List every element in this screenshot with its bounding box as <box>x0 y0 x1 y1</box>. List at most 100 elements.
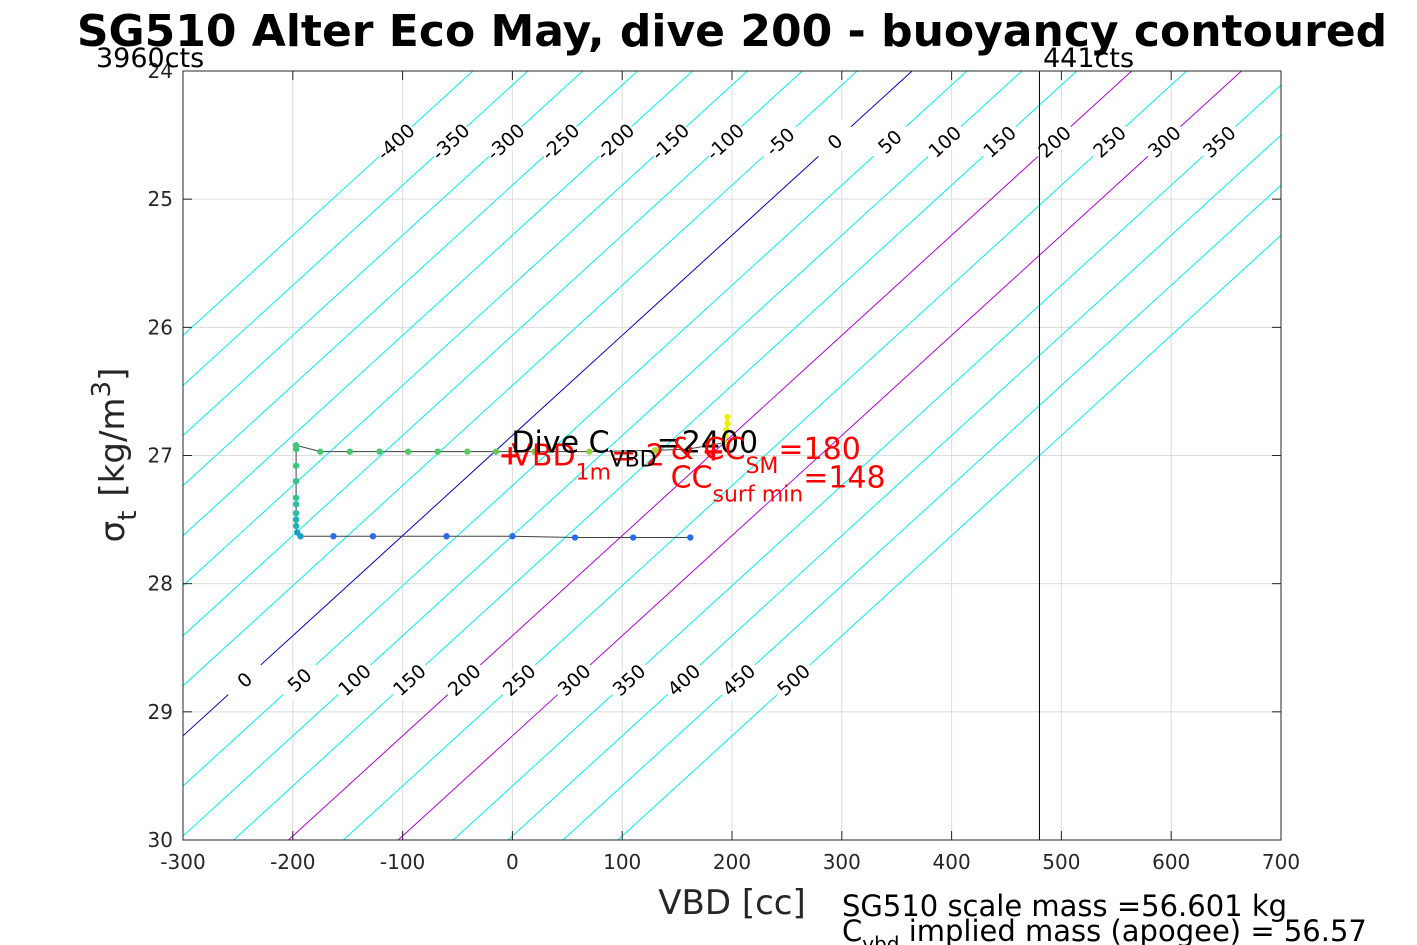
contour-line <box>507 134 1281 840</box>
footer-scale-mass: SG510 scale mass =56.601 kg <box>842 889 1287 923</box>
plus-marker: + <box>498 439 521 472</box>
contour-line <box>183 71 804 637</box>
contour-line <box>562 184 1281 840</box>
contour-line <box>232 71 1078 840</box>
dive-point <box>724 413 731 421</box>
x-tick-label: 400 <box>933 850 971 874</box>
dive-point <box>464 448 471 455</box>
dive-point <box>722 433 729 440</box>
contour-label-bg <box>1085 118 1133 165</box>
dive-point <box>369 533 377 540</box>
y-label-sub: t <box>113 511 143 521</box>
contour-label: 0 <box>811 118 859 165</box>
x-tick-label: 200 <box>713 850 751 874</box>
contour-line <box>183 71 858 687</box>
x-tick-label: 500 <box>1042 850 1080 874</box>
dive-c-vbd-annotation-sub: VBD <box>610 448 657 473</box>
contour-label: 0 <box>220 656 269 703</box>
contour-label-bg <box>481 118 530 165</box>
top-left-count-label: 3960cts <box>96 43 204 74</box>
y-tick-label: 25 <box>148 187 173 211</box>
y-label-units: [kg/m <box>93 397 133 496</box>
cc-sm-annotation-prefix: & CC <box>671 432 746 467</box>
footer-implied-mass: Cvbd implied mass (apogee) = 56.57 <box>842 914 1367 945</box>
contour-label-bg <box>866 118 914 165</box>
vbd-1m-annotation-value: = 2 <box>611 439 665 474</box>
dive-point <box>292 516 300 523</box>
y-label-sup: 3 <box>87 381 117 398</box>
footer-implied-prefix: C <box>842 914 862 945</box>
dive-point <box>292 501 300 508</box>
limit-count-label: 441cts <box>1043 43 1134 74</box>
contour-label-bg <box>701 118 749 165</box>
contour-label-bg <box>1195 118 1243 165</box>
svg-text:σt[kg/m3]: σt [kg/m3] <box>87 368 143 543</box>
contour-label-bg <box>385 656 433 703</box>
contour-label-bg <box>660 656 708 703</box>
contour-line <box>287 71 1133 840</box>
cc-surf-min-annotation: CCsurf min=148 <box>671 460 886 507</box>
dive-points <box>292 413 731 541</box>
dive-point <box>571 534 579 541</box>
y-axis-label: σt [kg/m3] <box>87 368 143 543</box>
y-tick-label: 24 <box>148 59 173 83</box>
contour-label-bg <box>550 656 598 703</box>
dive-c-vbd-annotation: Dive CVBD=2400 <box>511 426 758 473</box>
dive-point <box>292 462 300 469</box>
contour-label-bg <box>1030 118 1079 165</box>
x-tick-label: 0 <box>506 850 519 874</box>
dive-point <box>293 529 301 536</box>
contour-line <box>452 84 1281 840</box>
x-tick-label: 100 <box>603 850 641 874</box>
dive-point <box>586 448 593 455</box>
contour-label-bg <box>275 656 324 703</box>
dive-c-vbd-annotation-prefix: Dive C <box>511 426 609 461</box>
dive-point <box>651 447 659 454</box>
cc-sm-annotation-value: =180 <box>778 432 860 467</box>
y-tick-label: 27 <box>148 444 173 468</box>
y-tick-label: 30 <box>148 828 173 852</box>
contour-line <box>183 71 913 737</box>
contour-label-bg <box>714 656 763 703</box>
contour-label-bg <box>371 118 420 165</box>
cc-sm-annotation-sub: SM <box>745 454 778 479</box>
dive-point <box>330 533 337 540</box>
dive-point <box>531 448 538 455</box>
contour-label: 100 <box>330 656 378 703</box>
contour-line <box>183 71 529 387</box>
contour-label-bg <box>975 118 1024 165</box>
contour-line <box>397 71 1243 840</box>
footer-implied-sub: vbd <box>862 932 899 945</box>
contour-label-bg <box>756 118 804 165</box>
contour-line <box>183 71 474 337</box>
dive-point <box>292 494 300 501</box>
cc-sm-annotation: & CCSM=180 <box>671 432 861 479</box>
x-tick-label: -100 <box>380 850 425 874</box>
chart-title: SG510 Alter Eco May, dive 200 - buoyancy… <box>77 6 1387 57</box>
dive-point <box>404 448 412 455</box>
footer-implied-text: implied mass (apogee) = 56.57 <box>899 914 1366 945</box>
contour-label-bg <box>920 118 969 165</box>
dive-point <box>723 426 730 434</box>
contour-line <box>183 71 749 587</box>
dive-point <box>443 533 450 540</box>
y-tick-label: 28 <box>148 572 173 596</box>
y-tick-label: 26 <box>148 315 173 339</box>
cc-surf-min-annotation-value: =148 <box>803 460 885 495</box>
axis-ticks: -300 -200 -100 0 100 200 300 400 500 600 700242526… <box>148 59 1301 874</box>
contour-line <box>183 71 639 487</box>
x-tick-label: 600 <box>1152 850 1190 874</box>
dive-point <box>292 442 300 449</box>
contour-label-bg <box>495 656 543 703</box>
x-tick-label: -200 <box>270 850 315 874</box>
dive-point <box>346 448 354 455</box>
dive-point <box>687 534 694 541</box>
contour-label-bg <box>646 118 694 165</box>
contour-label-bg <box>426 118 475 165</box>
contour-line <box>183 71 694 537</box>
dive-point <box>721 439 728 446</box>
dive-point <box>724 420 731 427</box>
